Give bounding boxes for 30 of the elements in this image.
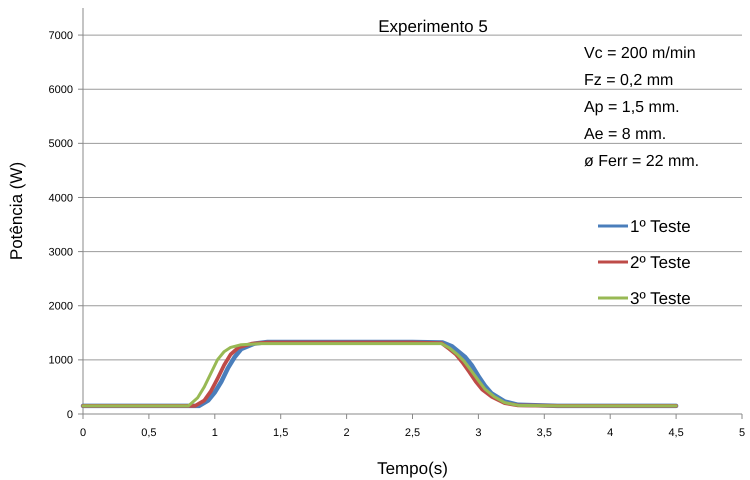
- y-tick-label: 2000: [48, 300, 73, 313]
- y-tick-label: 4000: [48, 192, 73, 204]
- x-tick-label: 4,5: [668, 427, 684, 439]
- y-tick-label: 6000: [48, 84, 73, 96]
- legend-label: 1º Teste: [630, 216, 691, 236]
- x-tick-label: 3: [475, 427, 482, 439]
- x-tick-label: 2: [344, 427, 350, 439]
- legend-label: 2º Teste: [630, 252, 691, 272]
- annotation: Ae = 8 mm.: [584, 126, 666, 143]
- x-axis-title: Tempo(s): [377, 459, 448, 478]
- x-tick-label: 2,5: [404, 427, 420, 439]
- y-tick-label: 3000: [48, 246, 73, 258]
- annotation: Ap = 1,5 mm.: [584, 99, 680, 116]
- x-tick-label: 1,5: [273, 427, 288, 439]
- x-tick-label: 5: [738, 427, 746, 439]
- y-tick-label: 5000: [48, 138, 73, 150]
- annotation: Vc = 200 m/min: [584, 45, 696, 62]
- x-tick-label: 0: [80, 427, 86, 439]
- y-tick-label: 1000: [48, 354, 73, 367]
- x-tick-label: 1: [212, 427, 218, 439]
- x-tick-label: 3,5: [536, 427, 552, 439]
- legend-label: 3º Teste: [630, 288, 691, 308]
- annotation: ø Ferr = 22 mm.: [584, 153, 700, 170]
- x-tick-label: 0,5: [141, 427, 157, 439]
- annotation: Fz = 0,2 mm: [584, 72, 674, 89]
- y-axis-title: Potência (W): [7, 162, 26, 260]
- y-tick-label: 0: [66, 408, 73, 421]
- x-tick-label: 4: [607, 427, 614, 439]
- y-tick-label: 7000: [48, 30, 73, 42]
- text: Experimento 5: [378, 17, 488, 36]
